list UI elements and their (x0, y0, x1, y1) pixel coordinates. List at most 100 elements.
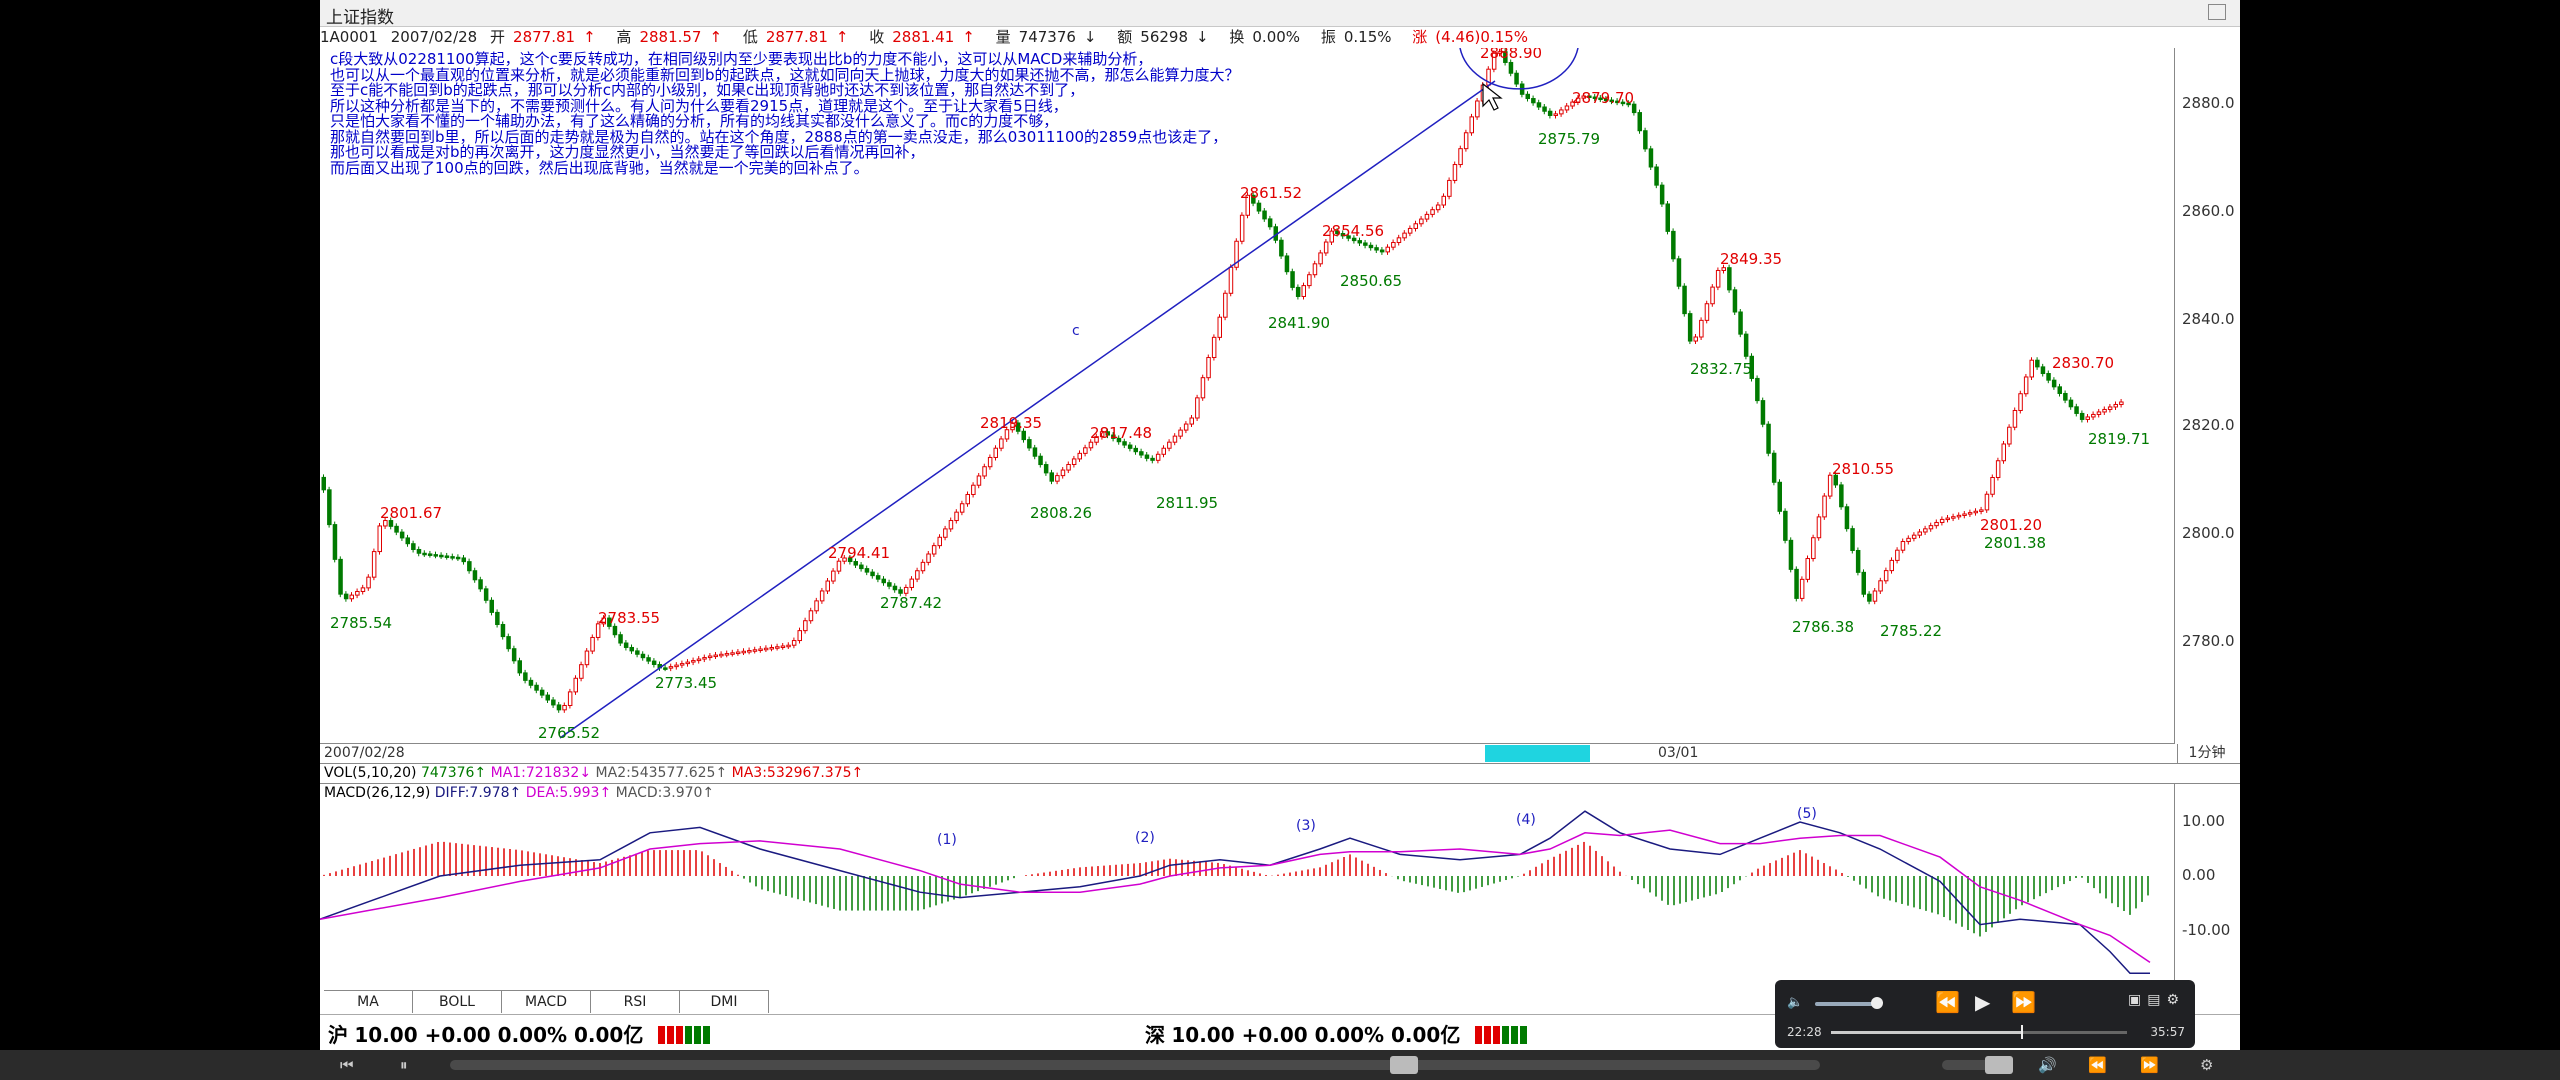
speaker-icon[interactable]: 🔈 (1787, 995, 1804, 1010)
candle (685, 661, 690, 665)
shenzhen-status: 深 10.00 +0.00 0.00% 0.00亿 (1145, 1019, 1529, 1049)
candle (965, 493, 970, 505)
tab-ma[interactable]: MA (324, 991, 413, 1013)
tab-boll[interactable]: BOLL (413, 991, 502, 1013)
candle (2096, 411, 2102, 415)
candle (1732, 289, 1738, 313)
candle (1794, 568, 1799, 599)
candle (1335, 230, 1340, 235)
shanghai-status: 沪 10.00 +0.00 0.00% 0.00亿 (328, 1019, 712, 1049)
previous-icon[interactable]: ⏮ (340, 1056, 354, 1074)
restore-icon[interactable] (2208, 4, 2226, 20)
low-price-label: 2765.52 (538, 724, 600, 742)
candle (1133, 447, 1138, 453)
candle (2040, 366, 2046, 375)
candle (702, 657, 707, 660)
tab-rsi[interactable]: RSI (591, 991, 680, 1013)
peak-circle (1459, 48, 1579, 90)
candle (1413, 223, 1418, 229)
time-start: 2007/02/28 (324, 745, 405, 761)
candle (1262, 210, 1267, 220)
candle (1312, 263, 1318, 276)
candle (523, 672, 528, 681)
volume-value: 747376 (1018, 28, 1076, 46)
mouse-cursor-icon (1482, 82, 1503, 111)
candle (1346, 235, 1351, 239)
candle (1889, 559, 1894, 572)
player-options-icons[interactable]: ▣▤⚙ (2127, 992, 2185, 1008)
volume-thumb[interactable] (1985, 1056, 2013, 1074)
macd-tick: 0.00 (2182, 866, 2216, 884)
candle (1615, 100, 1620, 104)
price-chart[interactable]: c 2801.67 2783.55 2794.41 2819.35 2817.48 286… (320, 48, 2175, 744)
macd-marker: (5) (1797, 806, 1817, 822)
tab-dmi[interactable]: DMI (680, 991, 769, 1013)
candle (836, 560, 842, 572)
candle (1049, 472, 1054, 482)
candle (1111, 434, 1116, 439)
candle (483, 588, 489, 601)
candle (1038, 455, 1043, 466)
candle (713, 654, 718, 658)
candle (349, 594, 354, 600)
candle (1055, 475, 1060, 482)
candle (539, 689, 545, 696)
macd-panel[interactable]: (1) (2) (3) (4) (5) (320, 784, 2175, 989)
candle (635, 650, 640, 655)
candle (360, 587, 366, 592)
candle (758, 648, 763, 652)
time-mid: 03/01 (1658, 745, 1699, 761)
period-selector[interactable]: 1分钟 (2177, 744, 2236, 763)
macd-marker: (1) (937, 832, 957, 848)
forward-small-icon[interactable]: ⏩ (2140, 1056, 2159, 1074)
macd-svg: (1) (2) (3) (4) (5) (320, 806, 2151, 974)
candle (1295, 286, 1301, 297)
candle (455, 556, 461, 560)
candle (1200, 377, 1206, 399)
volume-knob[interactable] (1871, 997, 1883, 1009)
tab-macd[interactable]: MACD (502, 991, 591, 1013)
candle (411, 543, 416, 550)
candle (545, 694, 550, 701)
annotation-line: 而后面又出现了100点的回跌，然后出现底背驰，当然就是一个完美的回补点了。 (330, 158, 869, 177)
candle (1643, 130, 1648, 150)
volume-track[interactable] (1942, 1060, 2012, 1070)
volume-slider[interactable] (1815, 1002, 1875, 1006)
candle (1424, 213, 1430, 220)
candle (1945, 517, 1950, 521)
low-price-label: 2819.71 (2088, 430, 2150, 448)
candle (1430, 209, 1435, 215)
candle (1284, 255, 1290, 273)
candle (797, 630, 802, 642)
candle (1228, 266, 1234, 294)
candle (500, 623, 506, 638)
candle (371, 551, 377, 578)
candle (775, 646, 780, 649)
time-scroll-highlight[interactable] (1485, 745, 1590, 762)
volume-icon[interactable]: 🔊 (2038, 1056, 2057, 1074)
annotation-line: 也可以从一个最直观的位置来分析，就是必须能重新回到b的起跌点，这就如同向天上抛球… (330, 65, 1240, 84)
play-icon[interactable]: ▶ (1975, 990, 1991, 1014)
candle (343, 593, 349, 600)
candle (909, 578, 914, 588)
candle (1939, 518, 1945, 523)
candle (651, 660, 657, 665)
candle (987, 456, 993, 468)
pause-icon[interactable]: ⏸ (400, 1056, 408, 1074)
candle (399, 531, 405, 539)
candle (416, 548, 422, 554)
settings-icon[interactable]: ⚙ (2200, 1056, 2214, 1074)
seek-track[interactable] (450, 1060, 1820, 1070)
candle (1088, 441, 1094, 449)
fast-forward-icon[interactable]: ⏩ (2011, 990, 2036, 1014)
candle (562, 704, 567, 711)
candle (1419, 218, 1424, 225)
candle (1357, 240, 1362, 244)
low-price-label: 2808.26 (1030, 504, 1092, 522)
candle (1032, 447, 1038, 457)
rewind-icon[interactable]: ⏪ (1935, 990, 1960, 1014)
rewind-small-icon[interactable]: ⏪ (2088, 1056, 2107, 1074)
seek-thumb[interactable] (1390, 1056, 1418, 1074)
progress-handle[interactable] (2021, 1025, 2023, 1039)
indicator-tabs: MA BOLL MACD RSI DMI (324, 990, 769, 1015)
